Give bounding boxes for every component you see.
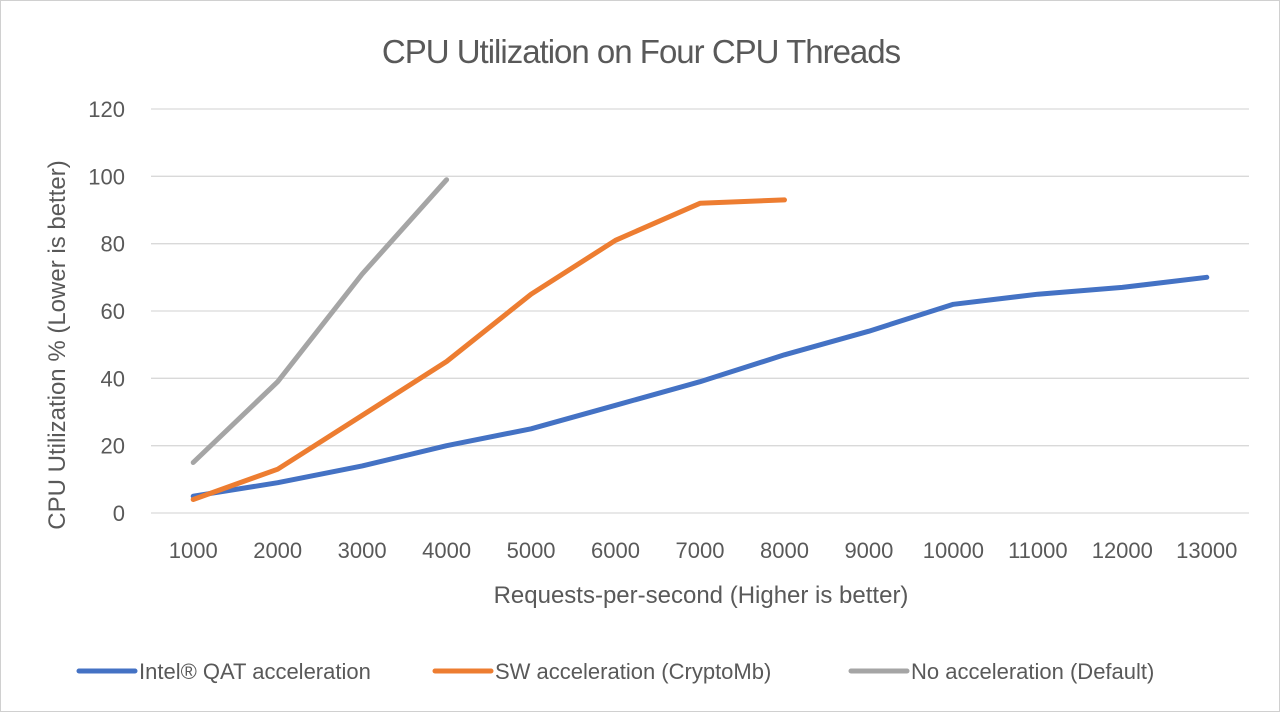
x-tick-label: 5000 (507, 538, 556, 563)
x-tick-label: 2000 (253, 538, 302, 563)
y-tick-label: 40 (101, 366, 125, 391)
legend: Intel® QAT acceleration SW acceleration (… (76, 659, 1154, 684)
x-tick-label: 10000 (923, 538, 984, 563)
x-tick-label: 3000 (338, 538, 387, 563)
y-tick-label: 60 (101, 299, 125, 324)
x-tick-label: 8000 (760, 538, 809, 563)
x-tick-label: 13000 (1176, 538, 1237, 563)
x-tick-label: 1000 (169, 538, 218, 563)
x-axis-title: Requests-per-second (Higher is better) (494, 582, 909, 609)
chart-title: CPU Utilization on Four CPU Threads (382, 33, 901, 70)
x-tick-label: 12000 (1092, 538, 1153, 563)
series-lines (190, 177, 1210, 502)
legend-label: SW acceleration (CryptoMb) (495, 659, 771, 684)
series-line-1 (190, 197, 787, 502)
legend-label: No acceleration (Default) (911, 659, 1154, 684)
x-tick-label: 6000 (591, 538, 640, 563)
x-tick-label: 9000 (844, 538, 893, 563)
y-axis-title: CPU Utilization % (Lower is better) (44, 160, 71, 529)
y-tick-label: 20 (101, 434, 125, 459)
x-tick-label: 7000 (676, 538, 725, 563)
y-axis-ticks: 0 20 40 60 80 100 120 (88, 97, 125, 526)
series-line-0 (190, 274, 1210, 499)
y-tick-label: 120 (88, 97, 125, 122)
series-line-2 (190, 177, 450, 465)
legend-label: Intel® QAT acceleration (139, 659, 371, 684)
y-tick-label: 80 (101, 232, 125, 257)
x-tick-label: 4000 (422, 538, 471, 563)
y-tick-label: 0 (113, 501, 125, 526)
x-tick-label: 11000 (1008, 538, 1068, 563)
x-axis-ticks: 1000 2000 3000 4000 5000 6000 7000 8000 9000 1000… (169, 538, 1238, 563)
gridlines (151, 108, 1249, 514)
y-tick-label: 100 (88, 164, 125, 189)
